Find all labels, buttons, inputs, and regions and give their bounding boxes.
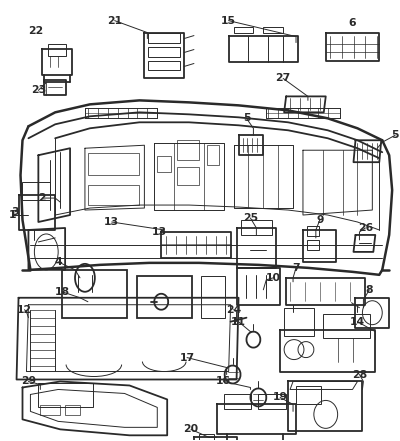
Text: 28: 28 (352, 370, 367, 380)
Text: 17: 17 (180, 352, 194, 363)
Text: 20: 20 (184, 424, 198, 434)
Text: 5: 5 (391, 130, 399, 140)
Bar (258, 394, 286, 409)
Bar (234, 26, 254, 33)
Text: 2: 2 (38, 193, 46, 203)
Text: 13: 13 (152, 227, 167, 237)
Bar (65, 405, 80, 415)
Text: 19: 19 (273, 392, 288, 403)
Text: 13: 13 (104, 217, 119, 227)
Text: 23: 23 (31, 86, 46, 95)
Bar (207, 145, 219, 165)
Text: 5: 5 (243, 113, 250, 123)
Text: 16: 16 (216, 377, 231, 386)
Text: 21: 21 (107, 15, 122, 26)
Bar (40, 405, 60, 415)
Bar (307, 240, 319, 250)
Text: 8: 8 (366, 285, 373, 295)
Text: 18: 18 (55, 287, 70, 297)
Bar (148, 33, 180, 43)
Text: 7: 7 (292, 263, 300, 273)
Bar (157, 156, 171, 172)
Text: 25: 25 (243, 213, 258, 223)
Bar (38, 384, 93, 407)
Bar (88, 185, 140, 205)
Text: 4: 4 (54, 257, 62, 267)
Bar (88, 153, 140, 175)
Text: 1: 1 (9, 210, 16, 220)
Text: 22: 22 (28, 26, 43, 36)
Text: 6: 6 (349, 18, 356, 28)
Text: 29: 29 (21, 377, 36, 386)
Text: 3: 3 (11, 207, 18, 217)
Bar (177, 140, 199, 160)
Bar (201, 276, 225, 318)
Bar (296, 386, 321, 404)
Bar (48, 44, 66, 56)
Bar (138, 276, 192, 318)
Text: 14: 14 (350, 317, 365, 327)
Text: 15: 15 (221, 15, 236, 26)
Bar (148, 47, 180, 56)
Bar (62, 270, 126, 318)
Bar (199, 434, 214, 441)
Text: 9: 9 (316, 215, 324, 225)
Bar (240, 220, 272, 235)
Bar (148, 60, 180, 71)
Bar (323, 314, 370, 338)
Text: 11: 11 (231, 317, 246, 327)
Bar (177, 167, 199, 185)
Bar (224, 394, 252, 409)
Bar (307, 226, 319, 236)
Bar (22, 182, 50, 200)
Text: 10: 10 (266, 273, 281, 283)
Text: 26: 26 (358, 223, 373, 233)
Bar (263, 26, 283, 33)
Text: 12: 12 (17, 305, 32, 315)
Bar (284, 308, 314, 336)
Text: 24: 24 (226, 305, 241, 315)
Text: 27: 27 (276, 74, 291, 83)
